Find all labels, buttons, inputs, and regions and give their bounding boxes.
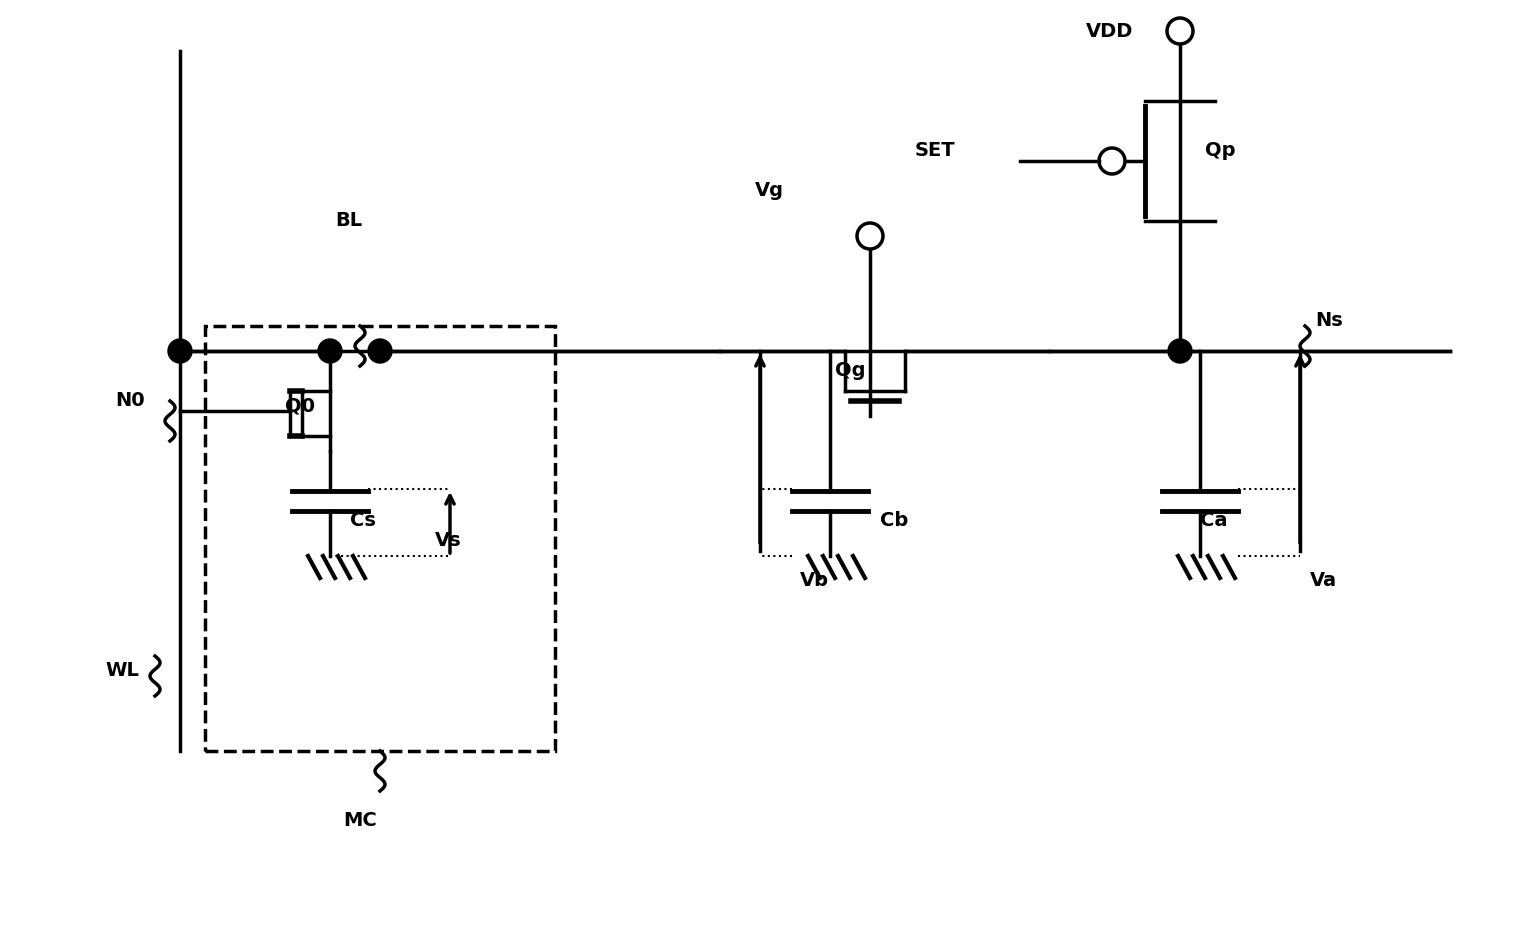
Text: Cb: Cb	[880, 512, 909, 531]
Text: Vg: Vg	[755, 182, 784, 201]
Circle shape	[168, 339, 192, 363]
Text: Ca: Ca	[1200, 512, 1228, 531]
Text: SET: SET	[915, 142, 955, 161]
Bar	[204, 326, 555, 751]
Circle shape	[319, 339, 342, 363]
Text: Qp: Qp	[1205, 142, 1235, 161]
Text: Va: Va	[1310, 572, 1337, 591]
Text: BL: BL	[336, 211, 361, 230]
Text: MC: MC	[343, 811, 377, 830]
Text: Ns: Ns	[1315, 312, 1342, 331]
Text: Vs: Vs	[435, 532, 462, 551]
Text: Q0: Q0	[285, 397, 316, 416]
Text: Cs: Cs	[351, 512, 375, 531]
Text: Vb: Vb	[801, 572, 830, 591]
Text: N0: N0	[114, 392, 145, 411]
Text: Qg: Qg	[836, 361, 866, 380]
Circle shape	[368, 339, 392, 363]
Text: WL: WL	[105, 662, 139, 681]
Circle shape	[1168, 339, 1193, 363]
Text: VDD: VDD	[1086, 22, 1133, 41]
